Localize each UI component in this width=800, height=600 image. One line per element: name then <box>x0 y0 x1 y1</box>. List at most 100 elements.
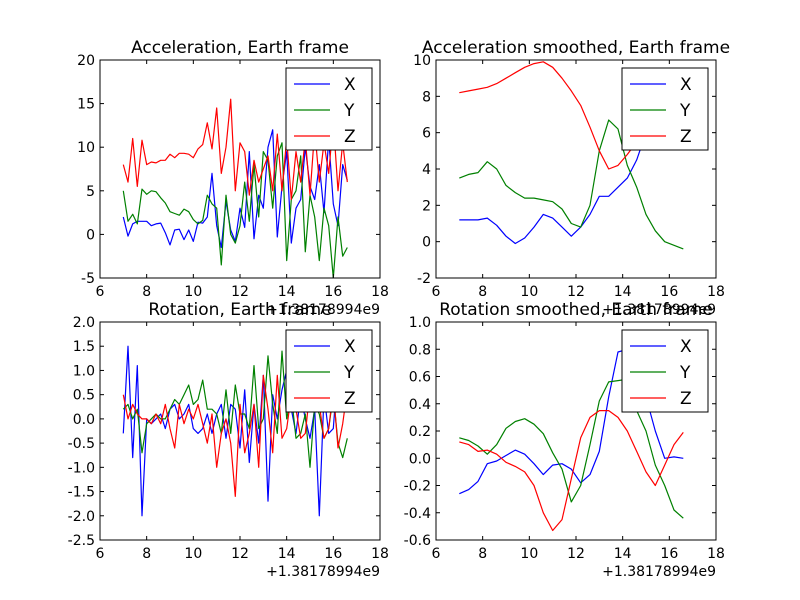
x-tick-label: 14 <box>614 546 632 562</box>
y-tick-label: 0.2 <box>409 424 431 440</box>
chart-acceleration: +1.38178994e9 6 8 10 12 14 16 18 -5 0 5 10 15 20 Acce… <box>77 38 389 318</box>
legend-box <box>621 67 709 151</box>
y-tick-label: 4 <box>422 162 431 178</box>
y-tick-label: 15 <box>77 97 95 113</box>
y-tick-label: 0.6 <box>409 370 431 386</box>
y-tick-label: 5 <box>86 184 95 200</box>
y-tick-label: 0.8 <box>409 342 431 358</box>
y-tick-label: -2 <box>417 271 431 287</box>
y-tick-label: 0 <box>422 235 431 251</box>
x-tick-label: 12 <box>567 546 585 562</box>
legend: XYZ <box>621 329 709 413</box>
series-line-y <box>459 378 684 519</box>
legend-label: X <box>344 337 356 357</box>
y-tick-label: 10 <box>77 140 95 156</box>
chart-acceleration-smoothed: +1.38178994e9 6 8 10 12 14 16 18-20246810Accel… <box>413 38 730 318</box>
x-tick-label: 8 <box>142 546 151 562</box>
x-tick-label: 8 <box>478 284 487 300</box>
legend-label: Z <box>344 127 356 147</box>
legend: XYZ <box>621 67 709 151</box>
x-tick-label: 8 <box>478 546 487 562</box>
x-tick-label: 6 <box>96 284 105 300</box>
y-tick-label: 0.0 <box>409 451 431 467</box>
x-tick-label: 18 <box>707 284 725 300</box>
x-offset-label: +1.38178994e9 <box>266 564 380 580</box>
y-tick-label: 6 <box>422 126 431 142</box>
legend-label: X <box>680 75 692 95</box>
chart-rotation: +1.38178994e9 6 8 10 12 14 16 18 -2.5 -2.0 -1.5 -1… <box>68 300 389 580</box>
y-tick-label: -1.0 <box>68 460 95 476</box>
x-tick-label: 16 <box>324 546 342 562</box>
y-tick-label: -5 <box>81 271 95 287</box>
y-tick-label: 1.0 <box>409 315 431 331</box>
x-tick-label: 10 <box>520 284 538 300</box>
x-tick-label: 12 <box>231 546 249 562</box>
y-tick-label: 0 <box>86 227 95 243</box>
x-tick-label: 16 <box>660 546 678 562</box>
y-tick-label: 1.0 <box>73 363 95 379</box>
y-tick-label: -0.4 <box>404 506 431 522</box>
y-tick-label: -2.0 <box>68 509 95 525</box>
y-tick-label: -0.6 <box>404 533 431 549</box>
x-tick-label: 6 <box>432 546 441 562</box>
series-line-z <box>122 98 348 201</box>
y-tick-label: 0.0 <box>73 412 95 428</box>
y-tick-label: 2 <box>422 198 431 214</box>
y-tick-label: -1.5 <box>68 485 95 501</box>
x-tick-label: 14 <box>278 546 296 562</box>
legend-box <box>285 329 373 413</box>
y-tick-label: 0.5 <box>73 388 95 404</box>
legend-label: X <box>344 75 356 95</box>
x-tick-label: 18 <box>371 546 389 562</box>
legend-label: X <box>680 337 692 357</box>
x-tick-label: 6 <box>432 284 441 300</box>
y-tick-label: -0.2 <box>404 479 431 495</box>
series-line-x <box>122 345 348 517</box>
x-tick-label: 16 <box>660 284 678 300</box>
y-tick-label: -2.5 <box>68 533 95 549</box>
legend-label: Z <box>680 389 692 409</box>
chart-title: Acceleration, Earth frame <box>131 38 349 58</box>
y-tick-label: 0.4 <box>409 397 431 413</box>
x-tick-label: 8 <box>142 284 151 300</box>
y-tick-label: 20 <box>77 53 95 69</box>
chart-title: Acceleration smoothed, Earth frame <box>422 38 730 58</box>
y-tick-label: 8 <box>422 89 431 105</box>
y-tick-label: 1.5 <box>73 339 95 355</box>
legend-label: Z <box>680 127 692 147</box>
legend: XYZ <box>285 329 373 413</box>
x-offset-label: +1.38178994e9 <box>266 302 380 318</box>
series-line-z <box>459 410 684 532</box>
legend-label: Y <box>679 101 691 121</box>
y-tick-label: 10 <box>413 53 431 69</box>
chart-title: Rotation smoothed, Earth frame <box>439 300 713 320</box>
chart-rotation-smoothed: +1.38178994e9 6 8 10 12 14 16 18 -0.6 -0.4 -0.2 0.… <box>404 300 725 580</box>
legend-label: Y <box>679 363 691 383</box>
legend: XYZ <box>285 67 373 151</box>
x-tick-label: 18 <box>707 546 725 562</box>
legend-label: Z <box>344 389 356 409</box>
x-tick-label: 10 <box>520 546 538 562</box>
x-tick-label: 10 <box>184 546 202 562</box>
x-tick-label: 14 <box>278 284 296 300</box>
legend-box <box>285 67 373 151</box>
x-offset-label: +1.38178994e9 <box>602 302 716 318</box>
x-tick-label: 16 <box>324 284 342 300</box>
x-tick-label: 10 <box>184 284 202 300</box>
legend-label: Y <box>343 101 355 121</box>
legend-box <box>621 329 709 413</box>
x-tick-label: 14 <box>614 284 632 300</box>
legend-label: Y <box>343 363 355 383</box>
series-group <box>122 98 348 278</box>
x-tick-label: 6 <box>96 546 105 562</box>
y-tick-label: -0.5 <box>68 436 95 452</box>
y-tick-label: 2.0 <box>73 315 95 331</box>
series-line-y <box>122 350 348 468</box>
x-tick-label: 18 <box>371 284 389 300</box>
x-offset-label: +1.38178994e9 <box>602 564 716 580</box>
chart-title: Rotation, Earth frame <box>148 300 331 320</box>
x-tick-label: 12 <box>567 284 585 300</box>
x-tick-label: 12 <box>231 284 249 300</box>
series-line-y <box>459 119 684 250</box>
